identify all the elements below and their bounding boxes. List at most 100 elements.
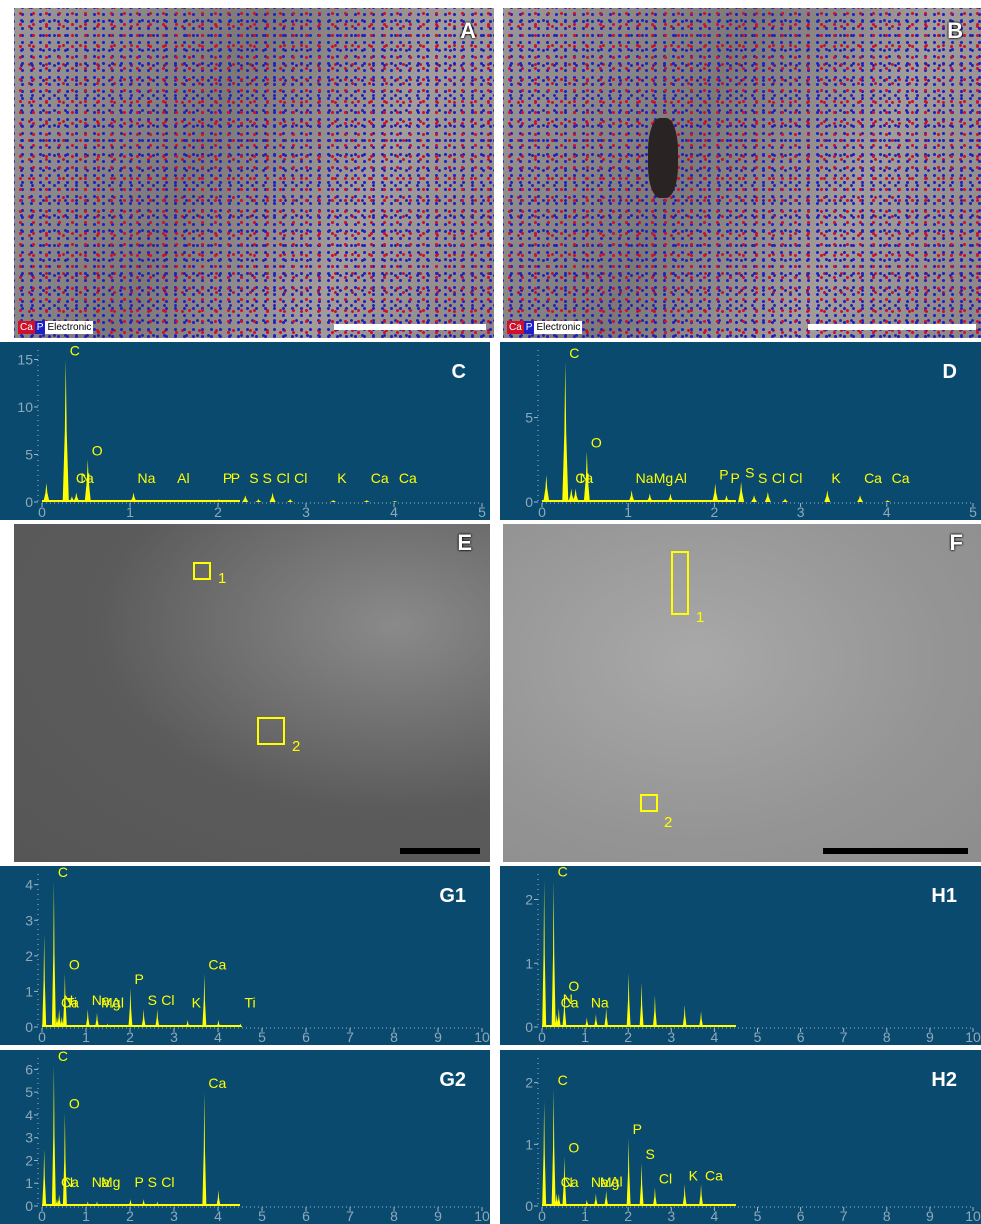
image-f: F 1 2 [503,524,981,862]
x-tick-label: 7 [346,1208,354,1224]
peak [216,1190,221,1206]
x-tick-label: 8 [390,1029,398,1045]
x-tick-label: 6 [302,1029,310,1045]
peak-label: N [63,1174,73,1190]
y-tick-label: 5 [525,410,533,426]
spectrum-bg [500,1050,981,1224]
peak-label: N [63,992,73,1008]
x-tick-label: 9 [434,1029,442,1045]
peak [287,499,294,502]
peak-label: P [223,470,232,486]
peak-label: Cl [294,470,307,486]
peak-label: S [249,470,258,486]
peak-label: Al [610,1174,622,1190]
peak [59,1016,64,1027]
x-tick-label: 5 [258,1029,266,1045]
x-tick-label: 3 [667,1208,675,1224]
y-tick-label: 1 [525,955,533,971]
y-tick-label: 2 [525,1075,533,1091]
x-tick-label: 2 [711,504,719,520]
peak [639,1162,644,1206]
region-label: 1 [218,570,227,587]
x-tick-label: 4 [214,1029,222,1045]
x-tick-label: 10 [474,1029,490,1045]
peak-label: S [646,1146,655,1162]
peak-label: P [730,470,739,486]
x-tick-label: 10 [965,1208,981,1224]
peak-label: K [831,470,841,486]
continuum [542,500,736,502]
peak [128,1199,133,1206]
peak [105,1023,110,1027]
scale-bar [808,324,976,330]
peak [85,1201,90,1206]
peak [884,500,891,502]
image-a: A Ca P Electronic [14,8,494,338]
x-tick-label: 8 [883,1029,891,1045]
peak-label: Ca [575,470,593,486]
x-tick-label: 5 [754,1029,762,1045]
peak-label: S [262,470,271,486]
peak [155,1009,160,1027]
peak [583,451,590,502]
peak-label: O [69,957,80,973]
x-tick-label: 8 [883,1208,891,1224]
panel-label: H2 [931,1069,957,1091]
peak [824,490,831,502]
x-tick-label: 1 [126,504,134,520]
panel-label: F [949,530,963,555]
peak-label: Ca [76,470,94,486]
peak [43,483,50,502]
peak-label: P [134,971,143,987]
peak [639,982,644,1027]
peak-label: P [134,1174,143,1190]
panel-label: E [457,530,472,555]
x-tick-label: 9 [926,1208,934,1224]
peak-label: Ca [208,957,226,973]
region-label: 2 [664,814,673,831]
peak-label: O [92,442,103,458]
peak [68,496,75,502]
peak [95,1012,99,1027]
peak-label: Cl [277,470,290,486]
peak [170,500,177,502]
peak-label: Na [138,470,156,486]
scale-bar [400,848,480,854]
peak [141,1009,146,1027]
x-tick-label: 5 [258,1208,266,1224]
peak [95,1201,99,1206]
peak [556,1193,561,1206]
y-tick-label: 0 [25,1019,33,1035]
peak-label: Ca [892,470,910,486]
y-tick-label: 3 [25,912,33,928]
peak [652,995,657,1027]
x-tick-label: 6 [302,1208,310,1224]
x-tick-label: 3 [797,504,805,520]
x-tick-label: 4 [390,504,398,520]
y-tick-label: 10 [17,399,33,415]
y-tick-label: 15 [17,352,33,368]
peak-label: Na [591,995,609,1011]
legend-ca: Ca [507,321,524,334]
region-box [257,717,285,745]
peak [699,1184,704,1206]
y-tick-label: 0 [525,1198,533,1214]
peak [269,492,276,502]
peak-label: C [58,1048,68,1064]
x-tick-label: 5 [969,504,977,520]
peak-label: Mg [101,1174,120,1190]
scale-bar [823,848,968,854]
peak [62,1112,67,1206]
x-tick-label: 2 [624,1208,632,1224]
y-tick-label: 1 [25,983,33,999]
x-tick-label: 6 [797,1208,805,1224]
peak [562,361,569,502]
peak-label: Ca [705,1167,723,1183]
x-tick-label: 1 [82,1208,90,1224]
peak [73,492,80,502]
x-tick-label: 2 [126,1208,134,1224]
legend-electronic: Electronic [45,321,94,334]
peak [141,1199,146,1206]
peak [202,1092,207,1206]
